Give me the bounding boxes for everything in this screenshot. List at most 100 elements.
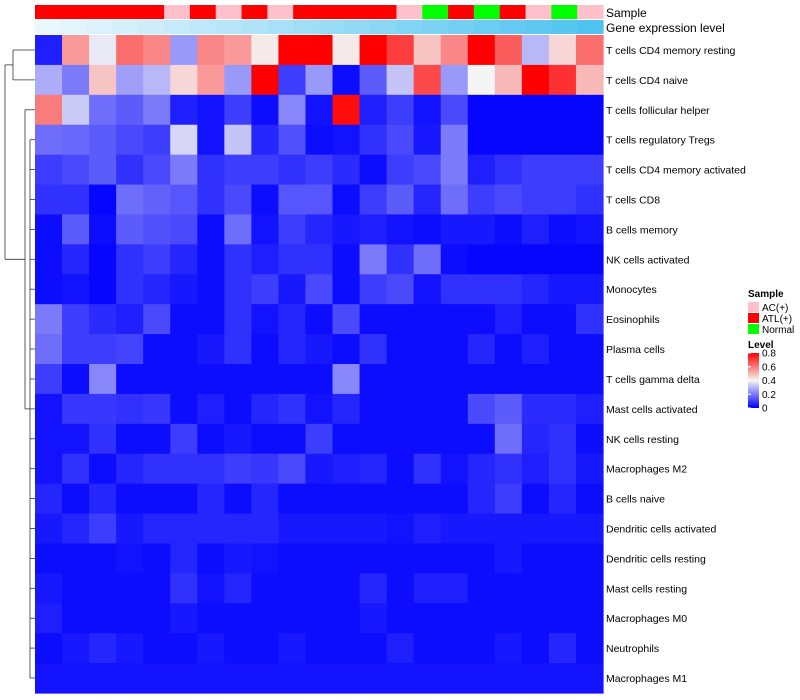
heatmap-cell xyxy=(224,154,252,186)
heatmap-cell xyxy=(548,35,577,66)
heatmap-cell xyxy=(170,274,198,305)
heatmap-cell xyxy=(548,274,577,305)
heatmap-cell xyxy=(62,603,90,634)
heatmap-cell xyxy=(440,334,469,365)
heatmap-cell xyxy=(116,214,144,245)
heatmap-cell xyxy=(332,573,361,604)
heatmap-cell xyxy=(224,483,252,515)
heatmap-cell xyxy=(116,154,144,186)
heatmap-cell xyxy=(35,154,63,186)
heatmap-cell xyxy=(413,483,442,515)
heatmap-cell xyxy=(386,184,415,216)
heatmap-cell xyxy=(143,633,171,664)
heatmap-cell xyxy=(548,334,577,365)
sample-legend-swatch xyxy=(748,313,759,323)
heatmap-cell xyxy=(386,423,415,455)
sample-cell xyxy=(370,5,398,19)
heatmap-cell xyxy=(89,154,117,186)
sample-legend-label: ATL(+) xyxy=(762,314,792,325)
heatmap-cell xyxy=(278,214,307,245)
heatmap-cell xyxy=(467,334,496,365)
sample-cell xyxy=(112,5,139,19)
heatmap-cell xyxy=(386,633,415,664)
heatmap-cell xyxy=(413,304,442,335)
heatmap-cell xyxy=(197,304,225,335)
heatmap-cell xyxy=(143,423,171,455)
heatmap-cell xyxy=(413,364,442,395)
heatmap-cell xyxy=(62,453,90,485)
heatmap-cell xyxy=(35,483,63,515)
sample-cell xyxy=(396,5,423,19)
heatmap-cell xyxy=(251,543,280,574)
heatmap-cell xyxy=(575,124,604,156)
heatmap-cell xyxy=(197,35,225,66)
heatmap-cell xyxy=(89,94,117,126)
heatmap-cell xyxy=(332,244,361,275)
heatmap-cell xyxy=(548,543,577,574)
heatmap-cell xyxy=(332,633,361,664)
heatmap-cell xyxy=(224,124,252,156)
heatmap-cell xyxy=(143,483,171,515)
heatmap-cell xyxy=(197,64,225,96)
heatmap-cell xyxy=(467,663,496,694)
heatmap-cell xyxy=(386,35,415,66)
sample-legend-swatch xyxy=(748,302,759,312)
heatmap-cell xyxy=(116,603,144,634)
heatmap-cell xyxy=(494,184,523,216)
heatmap-cell xyxy=(116,334,144,365)
heatmap-cell xyxy=(332,124,361,156)
heatmap-cell xyxy=(116,184,144,216)
heatmap-cell xyxy=(440,214,469,245)
heatmap-cell xyxy=(467,513,496,545)
heatmap-cell xyxy=(548,663,577,694)
heatmap-cell xyxy=(440,184,469,216)
heatmap-cell xyxy=(413,274,442,305)
heatmap-cell xyxy=(278,244,307,275)
heatmap-cell xyxy=(305,633,334,664)
heatmap-cell xyxy=(35,274,63,305)
heatmap-cell xyxy=(575,154,604,186)
heatmap-cell xyxy=(440,364,469,395)
heatmap-cell xyxy=(305,543,334,574)
heatmap-cell xyxy=(440,423,469,455)
heatmap-cell xyxy=(116,543,144,574)
heatmap-cell xyxy=(251,513,280,545)
heatmap-cell xyxy=(278,64,307,96)
heatmap-cell xyxy=(548,393,577,425)
sample-cell xyxy=(35,5,62,19)
heatmap-cell xyxy=(521,453,550,485)
heatmap-cell xyxy=(521,274,550,305)
heatmap-cell xyxy=(89,214,117,245)
sample-cell xyxy=(60,5,88,19)
heatmap-cell xyxy=(251,35,280,66)
heatmap-cell xyxy=(305,304,334,335)
heatmap-cell xyxy=(386,124,415,156)
gene-expression-cell xyxy=(577,20,604,34)
heatmap-cell xyxy=(467,304,496,335)
heatmap-cell xyxy=(62,573,90,604)
heatmap-cell xyxy=(575,64,604,96)
heatmap-cell xyxy=(62,35,90,66)
heatmap-cell xyxy=(143,603,171,634)
heatmap-cell xyxy=(197,573,225,604)
heatmap-cell xyxy=(332,64,361,96)
heatmap-cell xyxy=(332,453,361,485)
heatmap-cell xyxy=(575,543,604,574)
heatmap-cell xyxy=(359,364,388,395)
sample-cell xyxy=(344,5,372,19)
heatmap-cell xyxy=(413,633,442,664)
heatmap-cell xyxy=(35,64,63,96)
heatmap-cell xyxy=(359,573,388,604)
level-tick-label: 0.2 xyxy=(762,390,776,401)
heatmap-cell xyxy=(89,633,117,664)
heatmap-cell xyxy=(278,543,307,574)
heatmap-cell xyxy=(305,274,334,305)
level-tick-label: 0.8 xyxy=(762,349,776,360)
heatmap-cell xyxy=(224,603,252,634)
gene-expression-cell xyxy=(60,20,88,34)
heatmap-cell xyxy=(170,573,198,604)
heatmap-cell xyxy=(548,483,577,515)
heatmap-cell xyxy=(305,214,334,245)
heatmap-cell xyxy=(224,214,252,245)
heatmap-cell xyxy=(467,35,496,66)
